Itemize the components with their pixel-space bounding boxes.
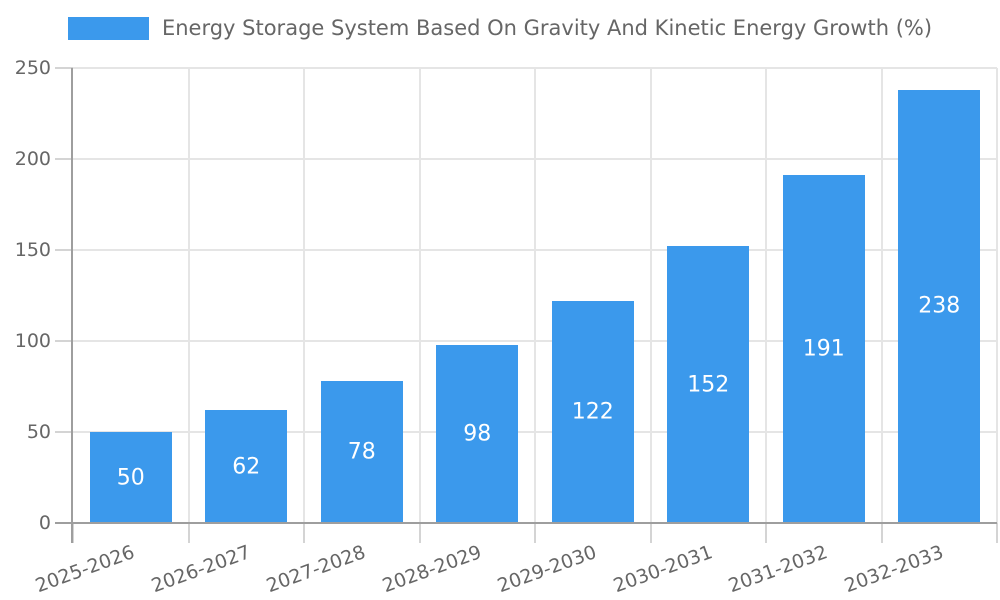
- bar-value-label: 238: [918, 293, 961, 319]
- bar-value-label: 50: [116, 465, 145, 490]
- x-tick-mark: [880, 523, 883, 543]
- y-axis-label: 0: [38, 512, 51, 534]
- bar: 62: [205, 410, 288, 523]
- x-axis-label: 2030-2031: [610, 541, 716, 598]
- y-axis-label: 250: [14, 57, 51, 79]
- y-axis-line: [71, 68, 73, 543]
- x-gridline: [187, 68, 190, 523]
- bar: 50: [89, 432, 172, 523]
- x-tick-mark: [418, 523, 421, 543]
- x-axis-label: 2025-2026: [32, 541, 138, 598]
- y-axis-label: 50: [26, 421, 51, 443]
- bar-value-label: 78: [347, 439, 376, 465]
- y-axis-label: 200: [14, 148, 51, 170]
- bar-value-label: 122: [571, 399, 614, 425]
- x-axis-line: [55, 522, 997, 524]
- x-gridline: [649, 68, 652, 523]
- x-axis-label: 2026-2027: [148, 541, 254, 598]
- x-axis-label: 2028-2029: [379, 541, 485, 598]
- bar: 152: [667, 246, 750, 523]
- x-tick-mark: [303, 523, 305, 543]
- x-gridline: [534, 68, 536, 523]
- x-axis-label: 2032-2033: [841, 541, 947, 598]
- x-gridline: [418, 68, 421, 523]
- x-axis-label: 2027-2028: [263, 541, 369, 598]
- bar: 122: [551, 300, 634, 523]
- y-tick-mark: [55, 67, 73, 69]
- x-tick-mark: [72, 523, 74, 543]
- legend-swatch: [67, 16, 149, 40]
- legend-label: Energy Storage System Based On Gravity A…: [161, 16, 933, 40]
- x-tick-mark: [765, 523, 767, 543]
- bar: 98: [436, 344, 519, 523]
- x-tick-mark: [187, 523, 190, 543]
- y-tick-mark: [55, 158, 73, 160]
- x-tick-mark: [996, 523, 998, 543]
- bar-value-label: 98: [463, 421, 492, 447]
- x-gridline: [303, 68, 305, 523]
- x-tick-mark: [534, 523, 536, 543]
- bar-value-label: 62: [232, 454, 261, 480]
- x-gridline: [765, 68, 767, 523]
- x-axis-label: 2029-2030: [494, 541, 600, 598]
- y-tick-mark: [55, 249, 73, 251]
- bar-value-label: 152: [687, 372, 730, 398]
- x-gridline: [996, 68, 998, 523]
- y-tick-mark: [55, 340, 73, 342]
- bar: 238: [898, 89, 981, 523]
- x-tick-mark: [649, 523, 652, 543]
- bar: 191: [782, 175, 865, 523]
- y-tick-mark: [55, 431, 73, 433]
- bar-value-label: 191: [802, 336, 845, 362]
- x-gridline: [880, 68, 883, 523]
- y-axis-label: 100: [14, 330, 51, 352]
- y-axis-label: 150: [14, 239, 51, 261]
- x-axis-label: 2031-2032: [725, 541, 831, 598]
- bar: 78: [320, 381, 403, 523]
- legend[interactable]: Energy Storage System Based On Gravity A…: [0, 16, 1000, 40]
